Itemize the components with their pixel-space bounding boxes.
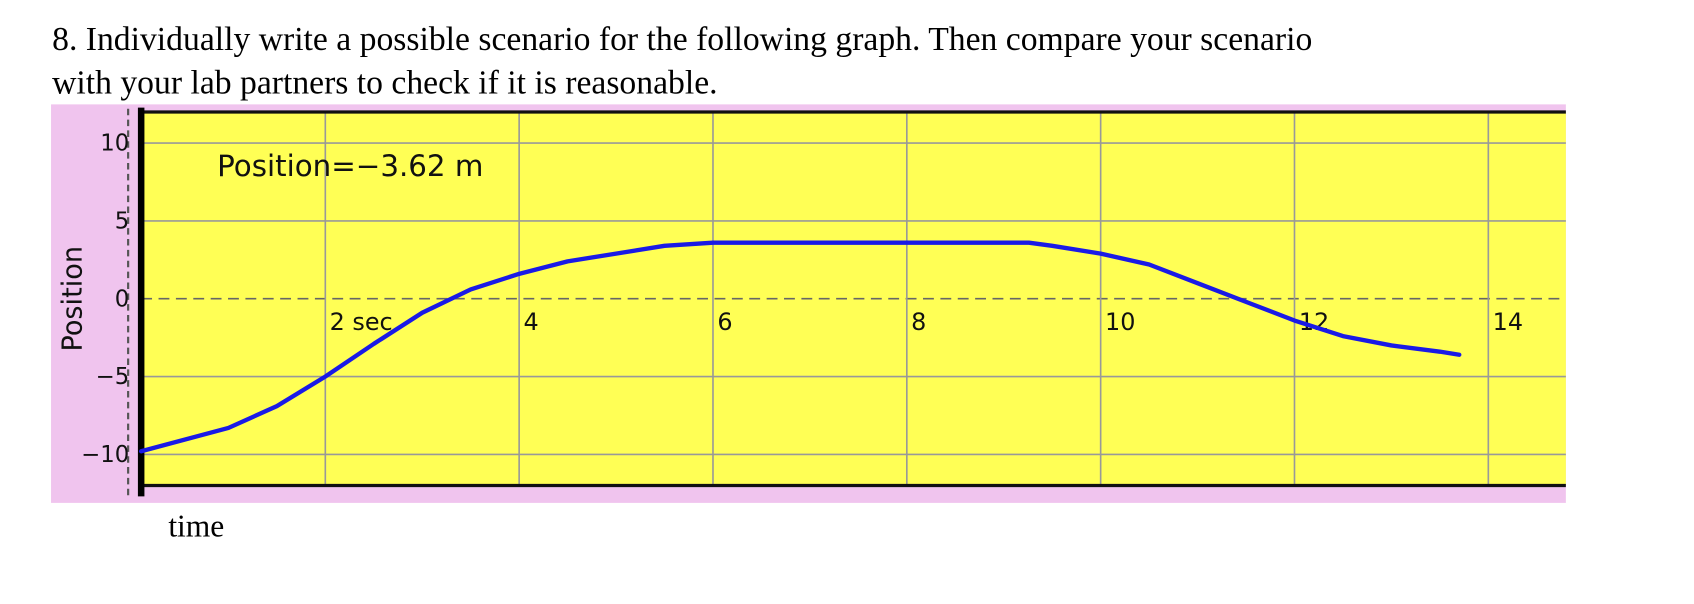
x-tick-label: 14 — [1493, 308, 1523, 336]
y-tick-label: 0 — [115, 286, 130, 312]
annotation: Position=−3.62 m — [217, 149, 483, 183]
y-tick-label: −5 — [96, 364, 130, 390]
x-tick-label: 8 — [911, 308, 926, 336]
question-line: with your lab partners to check if it is… — [52, 65, 717, 102]
x-tick-label: 2 sec — [330, 308, 393, 336]
question-line: 8. Individually write a possible scenari… — [52, 21, 1312, 58]
data-line — [138, 240, 1462, 454]
x-caption: time — [168, 509, 224, 544]
x-tick-label: 10 — [1105, 308, 1135, 336]
y-tick-label: 5 — [115, 209, 130, 235]
y-tick-label: −10 — [81, 442, 129, 468]
y-tick-label: 10 — [100, 131, 129, 157]
y-axis-label: Position — [57, 246, 88, 352]
x-tick-label: 4 — [523, 308, 538, 336]
x-tick-label: 6 — [717, 308, 732, 336]
